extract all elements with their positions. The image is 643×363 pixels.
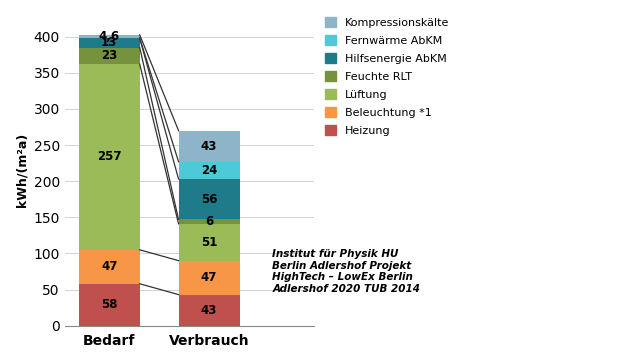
Text: 24: 24 [201,164,217,177]
Text: 23: 23 [101,49,117,62]
Text: 6: 6 [205,215,213,228]
Text: 13: 13 [101,36,117,49]
Bar [78,250,140,284]
Bar [179,295,240,326]
Text: Institut für Physik HU
Berlin Adlershof Projekt
HighTech – LowEx Berlin
Adlersho: Institut für Physik HU Berlin Adlershof … [273,249,421,294]
Bar [78,35,140,38]
Text: 51: 51 [201,236,217,249]
Y-axis label: kWh/(m²a): kWh/(m²a) [15,133,28,208]
Bar [179,224,240,261]
Text: 56: 56 [201,193,217,206]
Text: 257: 257 [97,151,122,163]
Text: 43: 43 [201,140,217,152]
Text: 47: 47 [201,271,217,284]
Bar [78,284,140,326]
Bar [179,131,240,162]
Bar [179,220,240,224]
Text: 4,6: 4,6 [98,30,120,43]
Text: 47: 47 [101,260,118,273]
Bar [78,38,140,48]
Text: 43: 43 [201,303,217,317]
Text: 58: 58 [101,298,118,311]
Legend: Kompressionskälte, Fernwärme AbKM, Hilfsenergie AbKM, Feuchte RLT, Lüftung, Bele: Kompressionskälte, Fernwärme AbKM, Hilfs… [325,17,449,136]
Bar [179,179,240,220]
Bar [179,162,240,179]
Bar [78,48,140,64]
Bar [78,64,140,250]
Bar [179,261,240,295]
